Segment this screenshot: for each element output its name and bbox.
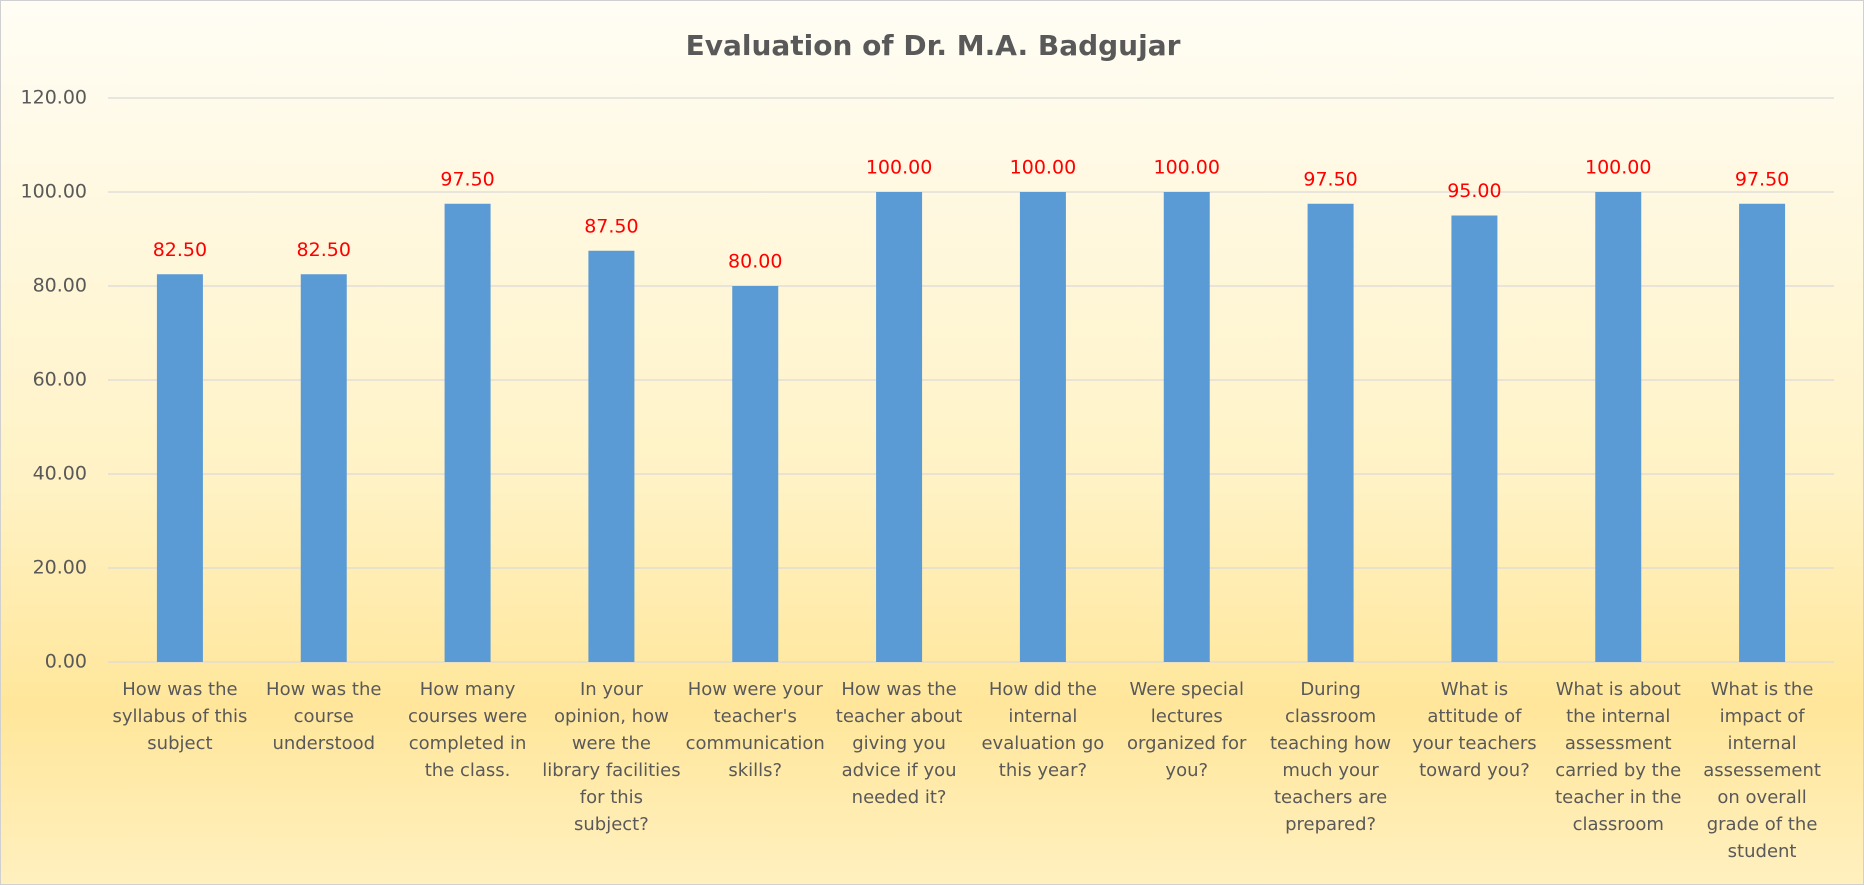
bar (1595, 192, 1642, 662)
x-tick-label: How was the syllabus of this subject (112, 679, 248, 754)
y-tick-label: 40.00 (33, 463, 87, 485)
x-tick-label: How were your teacher's communication sk… (685, 679, 825, 781)
bar (1163, 192, 1210, 662)
data-label: 97.50 (1735, 168, 1789, 190)
x-tick-label: How was the course understood (266, 679, 382, 754)
x-tick-label: What is about the internal assessment ca… (1555, 679, 1682, 835)
bar (732, 286, 779, 662)
y-tick-label: 0.00 (45, 651, 87, 673)
x-tick-label: What is attitude of your teachers toward… (1412, 679, 1537, 781)
bar (876, 192, 923, 662)
data-label: 97.50 (440, 168, 494, 190)
y-tick-label: 100.00 (21, 181, 87, 203)
data-label: 97.50 (1303, 168, 1357, 190)
x-tick-label: How was the teacher about giving you adv… (835, 679, 963, 808)
bar (156, 274, 203, 662)
data-label: 100.00 (866, 157, 932, 179)
x-tick-label: How did the internal evaluation go this … (981, 679, 1105, 781)
data-label: 100.00 (1585, 157, 1651, 179)
bar (300, 274, 347, 662)
data-label: 82.50 (153, 239, 207, 261)
y-tick-label: 20.00 (33, 557, 87, 579)
bar (444, 203, 491, 662)
y-tick-label: 60.00 (33, 369, 87, 391)
data-label: 80.00 (728, 251, 782, 273)
y-tick-label: 80.00 (33, 275, 87, 297)
data-label: 82.50 (297, 239, 351, 261)
y-tick-label: 120.00 (21, 87, 87, 109)
data-label: 100.00 (1154, 157, 1220, 179)
x-tick-label: What is the impact of internal assesseme… (1703, 679, 1821, 862)
x-tick-label: How many courses were completed in the c… (408, 679, 528, 781)
x-tick-label: During classroom teaching how much your … (1269, 679, 1392, 835)
x-tick-label: Were special lectures organized for you? (1127, 679, 1247, 781)
bar (588, 250, 635, 662)
data-label: 100.00 (1010, 157, 1076, 179)
bar (1451, 215, 1498, 662)
bar (1739, 203, 1786, 662)
bar (1307, 203, 1354, 662)
data-label: 95.00 (1447, 180, 1501, 202)
bar (1019, 192, 1066, 662)
data-label: 87.50 (584, 215, 638, 237)
x-tick-label: In your opinion, how were the library fa… (542, 679, 681, 835)
chart-title: Evaluation of Dr. M.A. Badgujar (686, 29, 1181, 62)
